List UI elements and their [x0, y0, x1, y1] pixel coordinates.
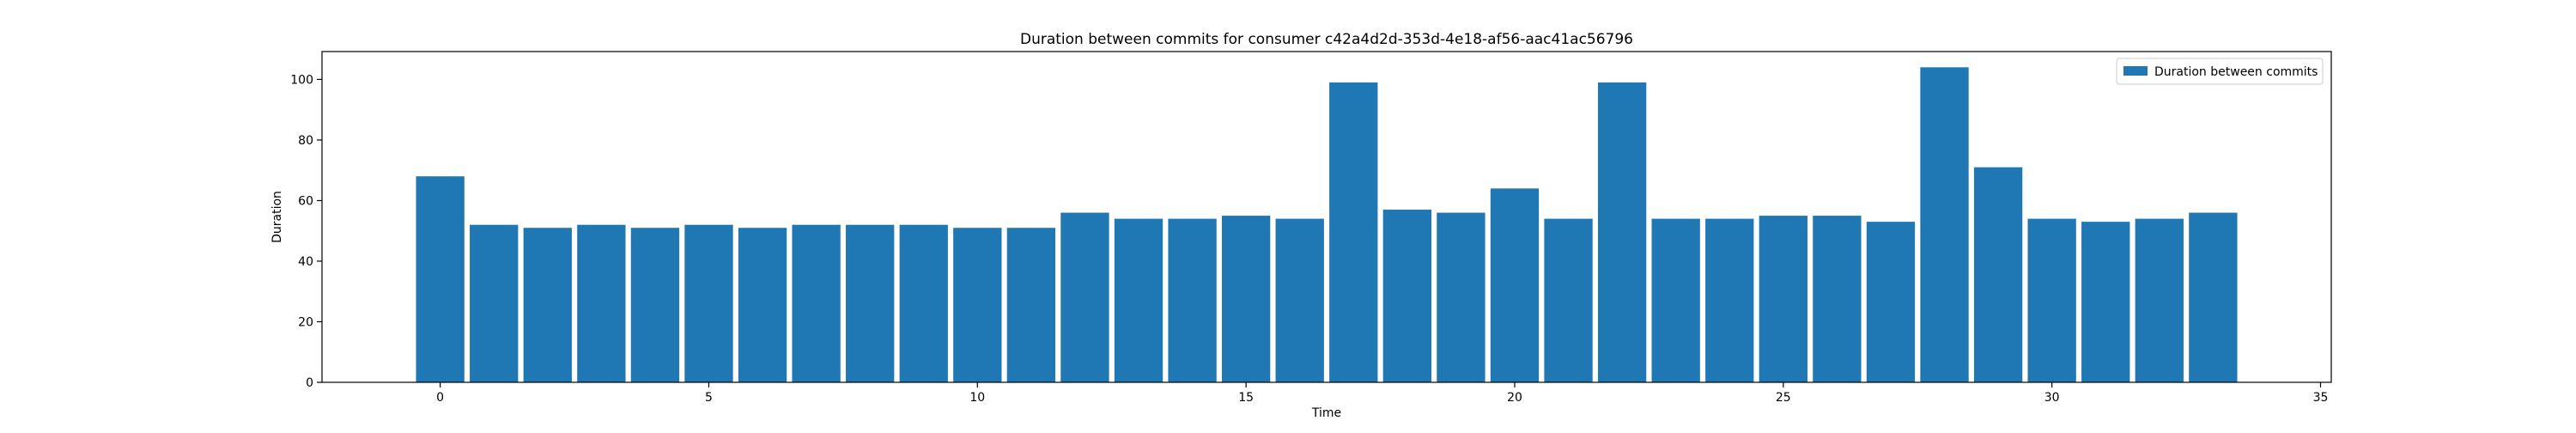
bar-0: [416, 176, 465, 382]
bar-7: [792, 224, 841, 382]
bar-22: [1597, 82, 1647, 382]
bar-29: [1973, 167, 2023, 382]
x-tick-label: 30: [2044, 391, 2060, 405]
y-tick-label: 80: [298, 134, 313, 148]
bar-11: [1006, 228, 1056, 382]
legend-label: Duration between commits: [2154, 65, 2318, 79]
bar-31: [2081, 222, 2130, 382]
bar-3: [577, 224, 626, 382]
bar-12: [1060, 212, 1109, 382]
bar-4: [630, 228, 680, 382]
chart-title: Duration between commits for consumer c4…: [1020, 31, 1633, 48]
y-axis-label: Duration: [270, 191, 284, 243]
x-tick-label: 20: [1507, 391, 1522, 405]
bar-18: [1382, 210, 1432, 382]
plot-frame: [321, 51, 2332, 383]
y-tick-label: 100: [290, 73, 313, 87]
bar-27: [1866, 222, 1916, 382]
x-tick-label: 10: [969, 391, 985, 405]
y-tick-label: 40: [298, 255, 313, 269]
bar-5: [684, 224, 733, 382]
bar-21: [1544, 218, 1593, 382]
bars-layer: [416, 67, 2238, 382]
bar-24: [1705, 218, 1754, 382]
x-tick-label: 35: [2313, 391, 2329, 405]
bar-17: [1329, 82, 1378, 382]
bar-23: [1651, 218, 1700, 382]
bar-6: [738, 228, 787, 382]
y-tick-label: 20: [298, 315, 313, 329]
y-tick-label: 60: [298, 194, 313, 208]
bar-16: [1275, 218, 1324, 382]
bar-1: [470, 224, 519, 382]
bar-30: [2027, 218, 2076, 382]
bar-8: [846, 224, 895, 382]
bar-33: [2189, 212, 2238, 382]
x-tick-label: 15: [1238, 391, 1254, 405]
bar-19: [1437, 212, 1485, 382]
bar-10: [953, 228, 1002, 382]
x-tick-label: 5: [705, 391, 713, 405]
bar-14: [1168, 218, 1217, 382]
bar-15: [1221, 216, 1271, 382]
legend-swatch: [2123, 66, 2148, 76]
x-axis-ticks: 0 5 10 15 20 25 30 35: [436, 382, 2328, 405]
bar-28: [1920, 67, 1969, 382]
bar-32: [2135, 218, 2184, 382]
bar-13: [1114, 218, 1163, 382]
bar-25: [1759, 216, 1807, 382]
x-tick-label: 0: [436, 391, 444, 405]
x-tick-label: 25: [1776, 391, 1791, 405]
bar-20: [1490, 188, 1540, 382]
legend-box: [2116, 58, 2324, 85]
x-axis-label: Time: [1311, 406, 1341, 420]
y-tick-label: 0: [306, 376, 313, 390]
legend: Duration between commits: [2116, 58, 2324, 85]
y-axis-ticks: 0 20 40 60 80 100: [290, 73, 322, 390]
bar-26: [1813, 216, 1862, 382]
bar-2: [523, 228, 572, 382]
bar-9: [899, 224, 948, 382]
